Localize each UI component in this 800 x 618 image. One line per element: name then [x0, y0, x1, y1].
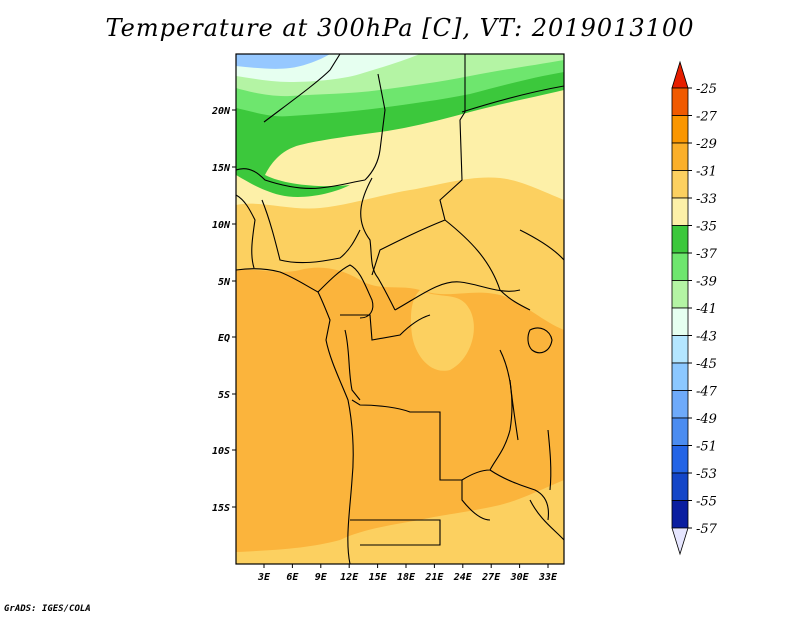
lat-tick-label: 10N	[212, 220, 231, 231]
colorbar-label: -57	[696, 522, 718, 537]
border-cameroon	[317, 264, 374, 319]
lon-tick-label: 27E	[481, 572, 501, 583]
colorbar-label: -45	[696, 357, 717, 372]
lat-tick-label: 20N	[211, 106, 231, 117]
colorbar-label: -39	[696, 275, 717, 290]
lat-tick-label: 15S	[212, 503, 230, 514]
colorbar-label: -31	[696, 165, 717, 180]
lon-tick-label: 21E	[424, 572, 444, 583]
colorbar-label: -51	[696, 440, 717, 455]
temperature-field	[236, 54, 564, 564]
lon-tick-label: 6E	[286, 572, 299, 583]
lat-tick-label: 5N	[218, 277, 231, 288]
colorbar-over-triangle	[671, 60, 689, 89]
border-west	[236, 194, 256, 269]
lon-tick-label: 18E	[397, 572, 416, 583]
colorbar-under-triangle	[671, 527, 689, 556]
border-angola	[351, 399, 491, 521]
border-drc-north	[340, 314, 431, 341]
lon-tick-label: 9E	[315, 572, 328, 583]
longitude-ticks: 3E 6E 9E 12E 15E 18E 21E 24E 27E 30E 33E	[257, 564, 558, 583]
map-frame	[235, 53, 565, 565]
lake-malawi	[547, 429, 552, 491]
lon-tick-label: 15E	[369, 572, 388, 583]
lake-tanganyika	[509, 379, 519, 441]
border-niger	[236, 168, 366, 189]
lon-tick-label: 30E	[510, 572, 530, 583]
chart-title: Temperature at 300hPa [C], VT: 201901310…	[105, 14, 695, 42]
colorbar-label: -43	[696, 330, 717, 345]
border-sudan	[371, 54, 466, 276]
colorbar-swatch	[671, 197, 689, 226]
colorbar-label: -49	[696, 412, 717, 427]
border-drc-west	[344, 329, 361, 401]
colorbar-swatch	[671, 280, 689, 309]
lon-tick-label: 3E	[257, 572, 271, 583]
border-namibia	[350, 519, 441, 546]
colorbar-swatch	[671, 115, 689, 144]
border-sudan-east	[461, 85, 564, 113]
colorbar-label: -25	[696, 82, 717, 97]
colorbar-swatch	[671, 225, 689, 254]
border-egypt	[364, 73, 386, 181]
colorbar-label: -29	[696, 137, 717, 152]
lat-tick-label: EQ	[218, 333, 230, 344]
colorbar-label: -53	[696, 467, 717, 482]
lon-tick-label: 12E	[340, 572, 359, 583]
colorbar-swatch	[671, 390, 689, 419]
colorbar: -25 -27 -29 -31 -33 -35 -37 -39 -41 -43 -45 -47 -49 -…	[671, 60, 718, 556]
coastline-west-africa	[236, 268, 354, 564]
colorbar-swatch	[671, 142, 689, 171]
field-blue	[236, 54, 330, 69]
colorbar-swatch	[671, 170, 689, 199]
border-mozambique	[529, 499, 564, 541]
border-zambia	[489, 469, 549, 521]
border-south-sudan	[444, 219, 531, 311]
colorbar-label: -27	[696, 110, 718, 125]
border-chad	[360, 177, 396, 311]
lat-tick-label: 5S	[218, 390, 230, 401]
country-borders	[236, 54, 564, 564]
colorbar-label: -41	[696, 302, 717, 317]
latitude-ticks: 20N 15N 10N 5N EQ 5S 10S 15S	[211, 106, 236, 514]
colorbar-swatch	[671, 472, 689, 501]
colorbar-swatch	[671, 252, 689, 281]
colorbar-swatch	[671, 362, 689, 391]
colorbar-label: -47	[696, 385, 718, 400]
colorbar-swatch	[671, 335, 689, 364]
colorbar-label: -37	[696, 247, 718, 262]
border-nigeria	[261, 199, 361, 264]
lat-tick-label: 15N	[212, 163, 231, 174]
lat-tick-label: 10S	[212, 446, 230, 457]
field-mid-south	[236, 480, 564, 564]
colorbar-swatch	[671, 500, 689, 529]
colorbar-swatch	[671, 307, 689, 336]
lake-victoria	[527, 327, 553, 354]
colorbar-label: -55	[696, 495, 717, 510]
lon-tick-label: 33E	[538, 572, 558, 583]
field-mid-east	[410, 290, 474, 371]
lon-tick-label: 24E	[453, 572, 473, 583]
border-libya	[263, 54, 341, 123]
colorbar-swatch	[671, 87, 689, 116]
colorbar-swatch	[671, 417, 689, 446]
grads-credit: GrADS: IGES/COLA	[4, 604, 91, 614]
colorbar-label: -35	[696, 220, 717, 235]
border-ethiopia	[519, 229, 564, 261]
colorbar-label: -33	[696, 192, 717, 207]
colorbar-swatch	[671, 445, 689, 474]
